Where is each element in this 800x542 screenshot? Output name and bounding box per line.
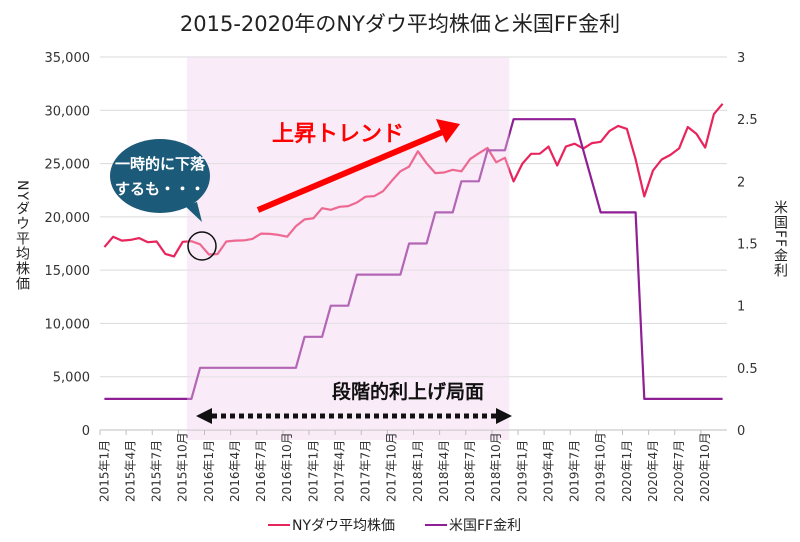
trend-arrow-shaft (256, 128, 447, 213)
x-tick-label: 2019年7月 (568, 440, 582, 502)
y2-tick-label: 2 (737, 175, 745, 190)
y-tick-label: 25,000 (45, 158, 91, 173)
trend-label: 上昇トレンド (272, 122, 404, 147)
x-tick-label: 2018年7月 (463, 440, 477, 502)
x-tick-label: 2016年4月 (228, 440, 242, 502)
x-tick-label: 2016年1月 (202, 440, 216, 502)
x-tick-label: 2017年1月 (306, 440, 320, 502)
y2-axis-title: 米国FF金利 (772, 200, 788, 279)
shaded-period (187, 57, 510, 440)
y2-tick-label: 1 (737, 300, 745, 315)
x-tick-label: 2019年4月 (541, 440, 555, 502)
y2-tick-label: 0 (737, 424, 745, 439)
y-tick-label: 20,000 (45, 211, 91, 226)
y2-tick-label: 1.5 (737, 238, 758, 253)
callout-bubble (110, 139, 210, 213)
shaded-period-overlay (187, 57, 510, 430)
y-tick-label: 35,000 (45, 51, 91, 66)
x-tick-label: 2019年10月 (594, 432, 608, 502)
x-tick-label: 2015年10月 (176, 432, 190, 502)
bubble-text-line1: 一時的に下落 (115, 155, 206, 173)
x-tick-label: 2020年10月 (698, 432, 712, 502)
x-tick-label: 2019年1月 (515, 440, 529, 502)
phase-label: 段階的利上げ局面 (332, 380, 484, 403)
x-tick-label: 2020年7月 (672, 440, 686, 502)
legend-label-ff: 米国FF金利 (449, 518, 521, 534)
dow-line (103, 103, 724, 258)
y-tick-label: 10,000 (45, 317, 91, 332)
bubble-text-line2: するも・・・ (115, 180, 205, 198)
chart-title: 2015-2020年のNYダウ平均株価と米国FF金利 (179, 12, 621, 36)
x-tick-label: 2018年4月 (437, 440, 451, 502)
y-tick-label: 5,000 (53, 371, 90, 386)
x-tick-label: 2018年10月 (489, 432, 503, 502)
phase-arrow-right (496, 408, 512, 424)
y-tick-label: 15,000 (45, 264, 91, 279)
x-tick-label: 2020年1月 (620, 440, 634, 502)
dip-highlight-circle (187, 231, 217, 261)
x-tick-label: 2015年1月 (97, 440, 111, 502)
x-tick-label: 2015年4月 (123, 440, 137, 502)
y2-tick-label: 3 (737, 51, 745, 66)
y2-tick-label: 0.5 (737, 362, 758, 377)
x-tick-label: 2016年7月 (254, 440, 268, 502)
x-tick-label: 2017年4月 (332, 440, 346, 502)
y-axis-title: NYダウ平均株価 (14, 180, 30, 292)
legend-label-dow: NYダウ平均株価 (292, 518, 395, 534)
phase-arrow-left (196, 408, 212, 424)
y2-tick-label: 2.5 (737, 113, 758, 128)
x-tick-label: 2018年1月 (411, 440, 425, 502)
x-tick-label: 2017年7月 (359, 440, 373, 502)
x-tick-label: 2015年7月 (150, 440, 164, 502)
y-tick-label: 0 (82, 424, 90, 439)
bubble-tail (185, 202, 202, 222)
ff-rate-line (104, 118, 723, 400)
x-tick-label: 2020年4月 (646, 440, 660, 502)
y-tick-label: 30,000 (45, 104, 91, 119)
trend-arrow-head (436, 119, 460, 143)
x-tick-label: 2017年10月 (385, 432, 399, 502)
x-tick-label: 2016年10月 (280, 432, 294, 502)
